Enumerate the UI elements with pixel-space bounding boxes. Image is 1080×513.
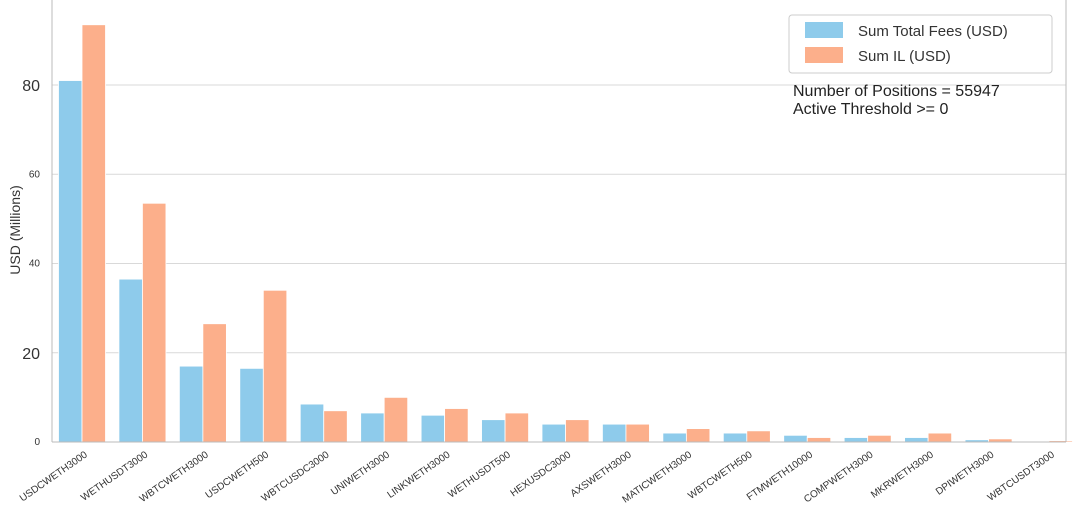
x-tick-label: AXSWETH3000 (569, 449, 634, 499)
fees-bar (118, 278, 143, 443)
legend-box (788, 14, 1053, 74)
legend-label-il: Sum IL (USD) (858, 48, 951, 65)
il-bar (565, 419, 590, 443)
y-tick-label: 20 (22, 346, 40, 363)
il-bar (323, 410, 348, 443)
fees-bar (541, 423, 566, 443)
fees-bar (239, 367, 264, 443)
y-tick-label: 80 (22, 78, 40, 95)
x-tick-label: UNIWETH3000 (329, 449, 392, 498)
legend-swatch-fees (805, 22, 843, 38)
x-tick-label: WBTCUSDC3000 (260, 449, 332, 504)
x-tick-label: HEXUSDC3000 (509, 449, 574, 499)
fees-bar (904, 437, 929, 443)
il-bar (444, 408, 469, 443)
y-axis-label: USD (Millions) (7, 185, 23, 274)
fees-bar (299, 403, 325, 443)
il-bar (927, 432, 953, 443)
fees-bar (420, 414, 446, 443)
legend: Sum Total Fees (USD) Sum IL (USD) (788, 14, 1053, 74)
annotation-positions: Number of Positions = 55947 (793, 83, 1000, 100)
bars (58, 24, 1073, 443)
il-bar (202, 323, 227, 443)
fees-bar (602, 423, 627, 443)
il-bar (867, 434, 892, 443)
x-tick-label: DPIWETH3000 (934, 449, 997, 497)
il-bar (746, 430, 771, 443)
x-tick-label: WETHUSDT500 (446, 449, 513, 500)
x-tick-label: MKRWETH3000 (869, 449, 936, 501)
x-tick-labels: USDCWETH3000WETHUSDT3000WBTCWETH3000USDC… (18, 449, 1057, 505)
fees-bar (360, 412, 385, 443)
fees-bar (58, 80, 83, 443)
il-bar (142, 202, 167, 443)
il-bar (685, 428, 711, 443)
fees-bar (178, 365, 204, 443)
axes: 0 20 40 60 80 (22, 0, 1067, 448)
fees-bar (481, 419, 506, 443)
x-tick-label: LINKWETH3000 (385, 449, 452, 501)
fees-bar (783, 434, 808, 443)
x-tick-label: WBTCUSDT3000 (986, 449, 1057, 504)
il-bar (806, 437, 832, 443)
legend-label-fees: Sum Total Fees (USD) (858, 23, 1008, 40)
y-tick-label: 0 (34, 437, 40, 448)
grid-lines (52, 84, 1066, 354)
il-bar (625, 423, 650, 443)
il-bar (504, 412, 529, 443)
y-tick-label: 60 (29, 169, 41, 180)
fees-bar (843, 437, 869, 443)
y-tick-label: 40 (29, 259, 41, 270)
fees-bar (722, 432, 748, 443)
il-bar (81, 24, 106, 443)
legend-swatch-il (805, 47, 843, 63)
il-bar (262, 289, 288, 443)
fees-bar (662, 432, 687, 443)
il-bar (383, 396, 409, 443)
annotation-threshold: Active Threshold >= 0 (793, 101, 948, 118)
